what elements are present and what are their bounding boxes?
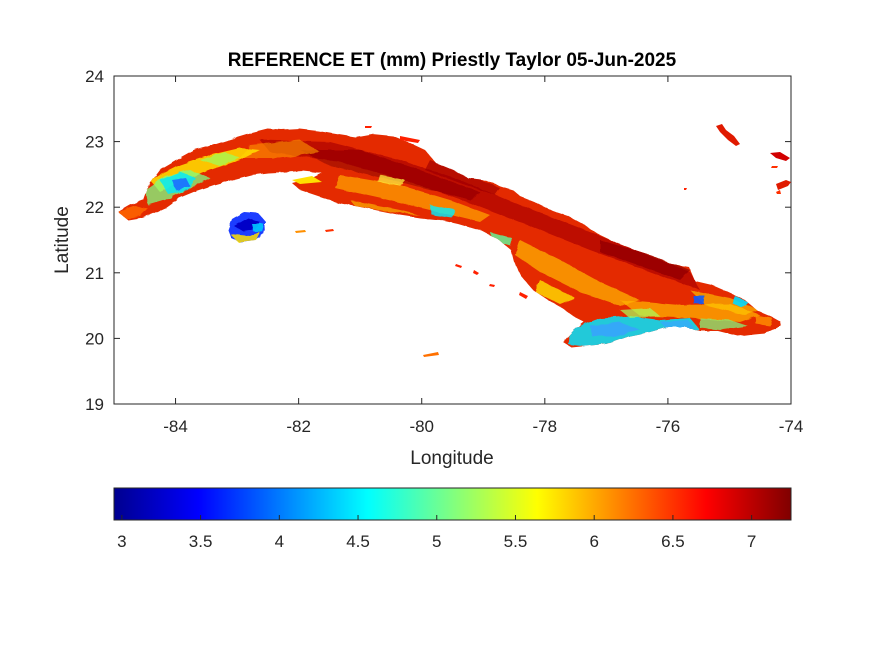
colorbar-gradient: [113, 487, 792, 521]
colorbar-tick-label: 5.5: [504, 532, 528, 551]
colorbar-tick-label: 6.5: [661, 532, 685, 551]
y-tick-label: 19: [85, 395, 104, 414]
colorbar-tick-label: 3.5: [189, 532, 213, 551]
x-axis-label: Longitude: [410, 448, 493, 469]
colorbar-tick-label: 4.5: [346, 532, 370, 551]
y-tick-label: 20: [85, 329, 104, 348]
map-layer: [118, 124, 791, 357]
x-tick-label: -76: [656, 417, 681, 436]
x-tick-label: -84: [163, 417, 188, 436]
colorbar: 3 3.5 4 4.5 5 5.5 6 6.5 7: [113, 487, 792, 551]
y-tick-label: 24: [85, 67, 104, 86]
x-axis: -84 -82 -80 -78 -76 -74: [163, 76, 803, 436]
x-tick-label: -82: [286, 417, 311, 436]
colorbar-tick-label: 7: [747, 532, 756, 551]
cuba-main-island: [118, 129, 781, 347]
isla-de-la-juventud: [228, 212, 266, 242]
small-cays: [295, 124, 791, 357]
y-tick-label: 21: [85, 264, 104, 283]
x-tick-label: -74: [779, 417, 804, 436]
chart-title: REFERENCE ET (mm) Priestly Taylor 05-Jun…: [228, 50, 677, 71]
y-tick-label: 22: [85, 198, 104, 217]
colorbar-tick-label: 6: [589, 532, 598, 551]
zapata-coast-strip: [292, 176, 322, 184]
colorbar-tick-label: 5: [432, 532, 441, 551]
y-tick-label: 23: [85, 133, 104, 152]
x-tick-label: -80: [409, 417, 434, 436]
y-axis: 19 20 21 22 23 24: [85, 67, 791, 414]
colorbar-tick-label: 4: [275, 532, 284, 551]
y-axis-label: Latitude: [52, 206, 73, 274]
x-tick-label: -78: [533, 417, 558, 436]
colorbar-tick-label: 3: [117, 532, 126, 551]
colorbar-ticks: 3 3.5 4 4.5 5 5.5 6 6.5 7: [117, 515, 756, 551]
plot-area: [113, 75, 792, 405]
